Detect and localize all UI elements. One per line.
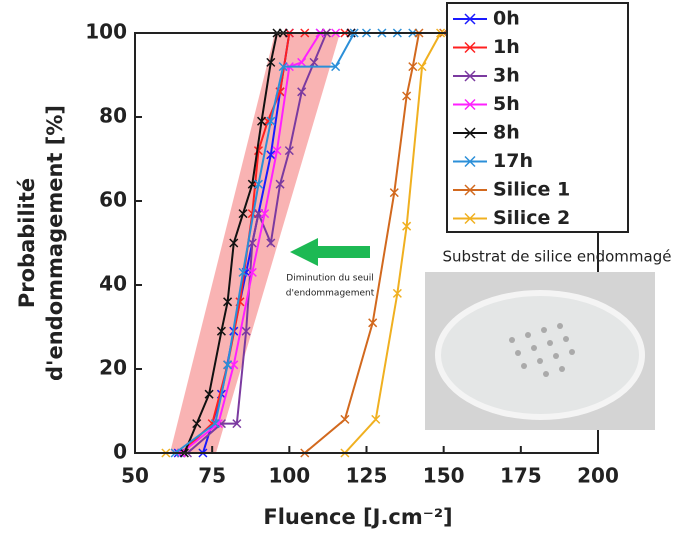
series-line xyxy=(186,32,328,454)
legend-marker xyxy=(464,98,476,111)
marker xyxy=(272,146,282,156)
marker xyxy=(392,288,402,298)
marker xyxy=(253,179,263,189)
y-axis-label: Probabilité xyxy=(15,178,39,308)
marker xyxy=(210,419,220,429)
marker xyxy=(266,238,276,248)
legend-label: Silice 1 xyxy=(493,179,570,201)
marker xyxy=(216,326,226,336)
x-tick-label: 75 xyxy=(198,464,226,488)
x-tick-label: 200 xyxy=(577,464,619,488)
legend-marker xyxy=(464,212,476,225)
legend-label: 3h xyxy=(493,65,520,87)
legend-label: 5h xyxy=(493,93,520,115)
marker xyxy=(417,62,427,72)
y-tick-label: 0 xyxy=(113,440,127,464)
marker xyxy=(275,179,285,189)
x-tick-label: 125 xyxy=(346,464,388,488)
marker xyxy=(238,267,248,277)
marker xyxy=(402,91,412,101)
marker xyxy=(297,87,307,97)
y-tick-label: 80 xyxy=(99,104,127,128)
marker xyxy=(408,62,418,72)
marker xyxy=(247,267,257,277)
marker xyxy=(266,57,276,67)
annotation: d'endommagement xyxy=(286,289,375,299)
legend-label: 17h xyxy=(493,150,533,172)
marker xyxy=(257,116,267,126)
marker xyxy=(241,326,251,336)
legend-box xyxy=(446,2,629,233)
marker xyxy=(260,209,270,219)
y-tick-label: 20 xyxy=(99,356,127,380)
annotation: Diminution du seuil xyxy=(286,274,373,284)
marker xyxy=(229,238,239,248)
marker xyxy=(223,360,233,370)
inset-title: Substrat de silice endommagé xyxy=(443,248,672,266)
marker xyxy=(368,318,378,328)
marker xyxy=(266,150,276,160)
marker xyxy=(340,414,350,424)
silica-substrate xyxy=(435,290,645,420)
marker xyxy=(223,297,233,307)
series-line xyxy=(180,32,336,454)
confidence-band xyxy=(170,33,340,453)
legend-label: 8h xyxy=(493,122,520,144)
legend-label: 1h xyxy=(493,36,520,58)
marker xyxy=(253,146,263,156)
legend-marker xyxy=(464,155,476,168)
legend-marker xyxy=(464,70,476,82)
marker xyxy=(232,419,242,429)
marker xyxy=(331,62,341,72)
legend-marker xyxy=(464,127,476,139)
marker xyxy=(371,414,381,424)
y-tick-label: 40 xyxy=(99,272,127,296)
marker xyxy=(192,419,202,429)
x-tick-label: 50 xyxy=(121,464,149,488)
y-tick-label: 100 xyxy=(85,20,127,44)
arrow xyxy=(290,238,370,266)
legend-label: Silice 2 xyxy=(493,207,570,229)
legend-marker xyxy=(464,184,476,196)
y-axis-label: d'endommagement [%] xyxy=(43,105,67,381)
x-tick-label: 150 xyxy=(423,464,465,488)
damage-sites xyxy=(509,323,575,377)
marker xyxy=(389,188,399,198)
marker xyxy=(266,116,276,126)
x-tick-label: 175 xyxy=(500,464,542,488)
marker xyxy=(238,209,248,219)
marker xyxy=(309,57,319,67)
y-tick-label: 60 xyxy=(99,188,127,212)
legend-marker xyxy=(464,13,476,25)
marker xyxy=(284,146,294,156)
legend-marker xyxy=(464,41,476,54)
marker xyxy=(204,389,214,399)
x-tick-label: 100 xyxy=(268,464,310,488)
marker xyxy=(402,221,412,231)
x-axis-label: Fluence [J.cm⁻²] xyxy=(263,505,452,529)
legend-label: 0h xyxy=(493,8,520,30)
marker xyxy=(278,62,288,72)
series-line xyxy=(304,32,444,454)
marker xyxy=(297,57,307,67)
